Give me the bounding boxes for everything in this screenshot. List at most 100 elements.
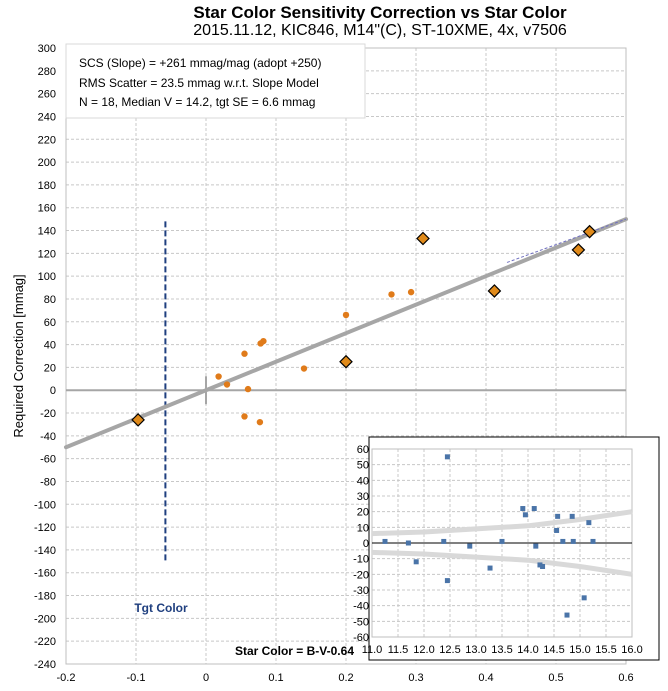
data-point-dot bbox=[215, 373, 222, 380]
data-point-dot bbox=[407, 288, 415, 296]
y-tick-label: -180 bbox=[34, 591, 56, 603]
data-point-diamond bbox=[571, 243, 586, 257]
inset-y-tick-label: 40 bbox=[357, 475, 369, 487]
y-tick-label: -100 bbox=[34, 499, 56, 511]
inset-x-tick-label: 15.0 bbox=[569, 644, 590, 656]
inset-x-tick-label: 13.5 bbox=[491, 644, 512, 656]
inset-data-point bbox=[570, 538, 576, 544]
y-tick-label: 260 bbox=[38, 89, 56, 101]
inset-data-point bbox=[467, 543, 473, 549]
chart-title: Star Color Sensitivity Correction vs Sta… bbox=[193, 3, 567, 22]
y-tick-label: 80 bbox=[44, 294, 56, 306]
y-tick-label: -240 bbox=[34, 659, 56, 671]
inset-envelope-lower bbox=[371, 549, 633, 577]
inset-y-tick-label: 50 bbox=[357, 460, 369, 472]
y-tick-label: 300 bbox=[38, 43, 56, 55]
data-point-dot bbox=[244, 385, 252, 393]
data-point-dot bbox=[241, 413, 248, 420]
inset-y-tick-label: 60 bbox=[357, 444, 369, 456]
data-point-dot bbox=[300, 365, 308, 372]
y-tick-label: -80 bbox=[40, 476, 56, 488]
stats-rms: RMS Scatter = 23.5 mmag w.r.t. Slope Mod… bbox=[79, 76, 319, 90]
y-tick-label: 200 bbox=[38, 157, 56, 169]
inset-data-point bbox=[537, 562, 543, 568]
inset-data-point bbox=[560, 538, 566, 544]
inset-data-point bbox=[520, 506, 526, 512]
inset-x-tick-label: 11.0 bbox=[362, 644, 383, 656]
y-tick-label: 280 bbox=[38, 66, 56, 78]
y-tick-label: 180 bbox=[38, 180, 56, 192]
y-tick-label: -220 bbox=[34, 636, 56, 648]
inset-x-tick-label: 12.0 bbox=[413, 644, 434, 656]
y-tick-label: 240 bbox=[38, 111, 56, 123]
y-tick-label: 120 bbox=[38, 248, 56, 260]
y-tick-label: 60 bbox=[44, 317, 56, 329]
inset-x-tick-label: 14.5 bbox=[543, 644, 564, 656]
inset-y-tick-label: -50 bbox=[353, 616, 369, 628]
x-tick-label: -0.1 bbox=[127, 672, 146, 684]
main-marks bbox=[64, 217, 628, 562]
inset-x-tick-label: 13.0 bbox=[465, 644, 486, 656]
inset-x-tick-label: 14.0 bbox=[517, 644, 538, 656]
inset-data-point bbox=[581, 595, 587, 601]
y-tick-label: 20 bbox=[44, 362, 56, 374]
data-point-dot bbox=[342, 311, 350, 319]
x-tick-label: 0.6 bbox=[618, 672, 633, 684]
inset-y-tick-label: -60 bbox=[353, 632, 369, 644]
inset-x-tick-label: 11.5 bbox=[388, 644, 409, 656]
y-tick-label: -140 bbox=[34, 545, 56, 557]
main-tick-labels: 3002802602402202001801601401201008060402… bbox=[34, 43, 634, 684]
inset-y-tick-label: -40 bbox=[353, 601, 369, 613]
inset-data-point bbox=[554, 527, 560, 533]
inset-data-point bbox=[540, 564, 546, 569]
inset-y-tick-label: -10 bbox=[353, 554, 369, 566]
x-tick-label: 0.4 bbox=[478, 672, 493, 684]
data-point-dot bbox=[241, 350, 248, 357]
stats-box bbox=[65, 43, 366, 119]
inset-data-point bbox=[533, 543, 539, 549]
data-point-dot bbox=[388, 291, 395, 298]
x-tick-label: 0.5 bbox=[548, 672, 563, 684]
y-tick-label: 220 bbox=[38, 134, 56, 146]
y-tick-label: 140 bbox=[38, 226, 56, 238]
fit-line-alt bbox=[506, 218, 627, 263]
inset-y-tick-label: 10 bbox=[357, 522, 369, 534]
inset-data-point bbox=[586, 520, 592, 526]
inset-y-tick-label: 30 bbox=[357, 491, 369, 503]
inset-data-point bbox=[441, 538, 447, 544]
stats-count: N = 18, Median V = 14.2, tgt SE = 6.6 mm… bbox=[79, 95, 315, 109]
inset-data-point bbox=[555, 513, 561, 519]
y-tick-label: -60 bbox=[40, 454, 56, 466]
y-tick-label: -120 bbox=[34, 522, 56, 534]
inset-data-point bbox=[487, 565, 493, 571]
data-point-dot bbox=[260, 337, 267, 345]
x-tick-label: 0.3 bbox=[408, 672, 423, 684]
x-tick-label: 0.2 bbox=[338, 672, 353, 684]
inset-data-point bbox=[590, 538, 596, 544]
data-point-diamond bbox=[582, 224, 597, 239]
data-point-dot bbox=[256, 418, 264, 426]
y-tick-label: -200 bbox=[34, 613, 56, 625]
inset-y-tick-label: -20 bbox=[353, 569, 369, 581]
inset-envelope-upper bbox=[371, 509, 633, 537]
inset-data-point bbox=[531, 506, 537, 512]
inset-data-point bbox=[569, 513, 575, 519]
inset-x-tick-label: 16.0 bbox=[621, 644, 642, 656]
stats-slope: SCS (Slope) = +261 mmag/mag (adopt +250) bbox=[79, 56, 321, 70]
target-color-label: Tgt Color bbox=[134, 601, 188, 615]
data-point-diamond bbox=[131, 413, 145, 427]
y-tick-label: 100 bbox=[38, 271, 56, 283]
y-tick-label: -160 bbox=[34, 568, 56, 580]
inset-data-point bbox=[564, 612, 570, 618]
inset-frame bbox=[368, 436, 660, 661]
inset-y-tick-label: -30 bbox=[353, 585, 369, 597]
y-tick-label: 40 bbox=[44, 340, 56, 352]
y-tick-label: -20 bbox=[40, 408, 56, 420]
inset-data-point bbox=[444, 454, 450, 460]
data-point-dot bbox=[223, 381, 231, 388]
inset-data-point bbox=[499, 538, 505, 544]
data-point-diamond bbox=[487, 284, 502, 298]
chart-subtitle: 2015.11.12, KIC846, M14"(C), ST-10XME, 4… bbox=[193, 22, 567, 39]
data-point-diamond bbox=[339, 354, 353, 369]
